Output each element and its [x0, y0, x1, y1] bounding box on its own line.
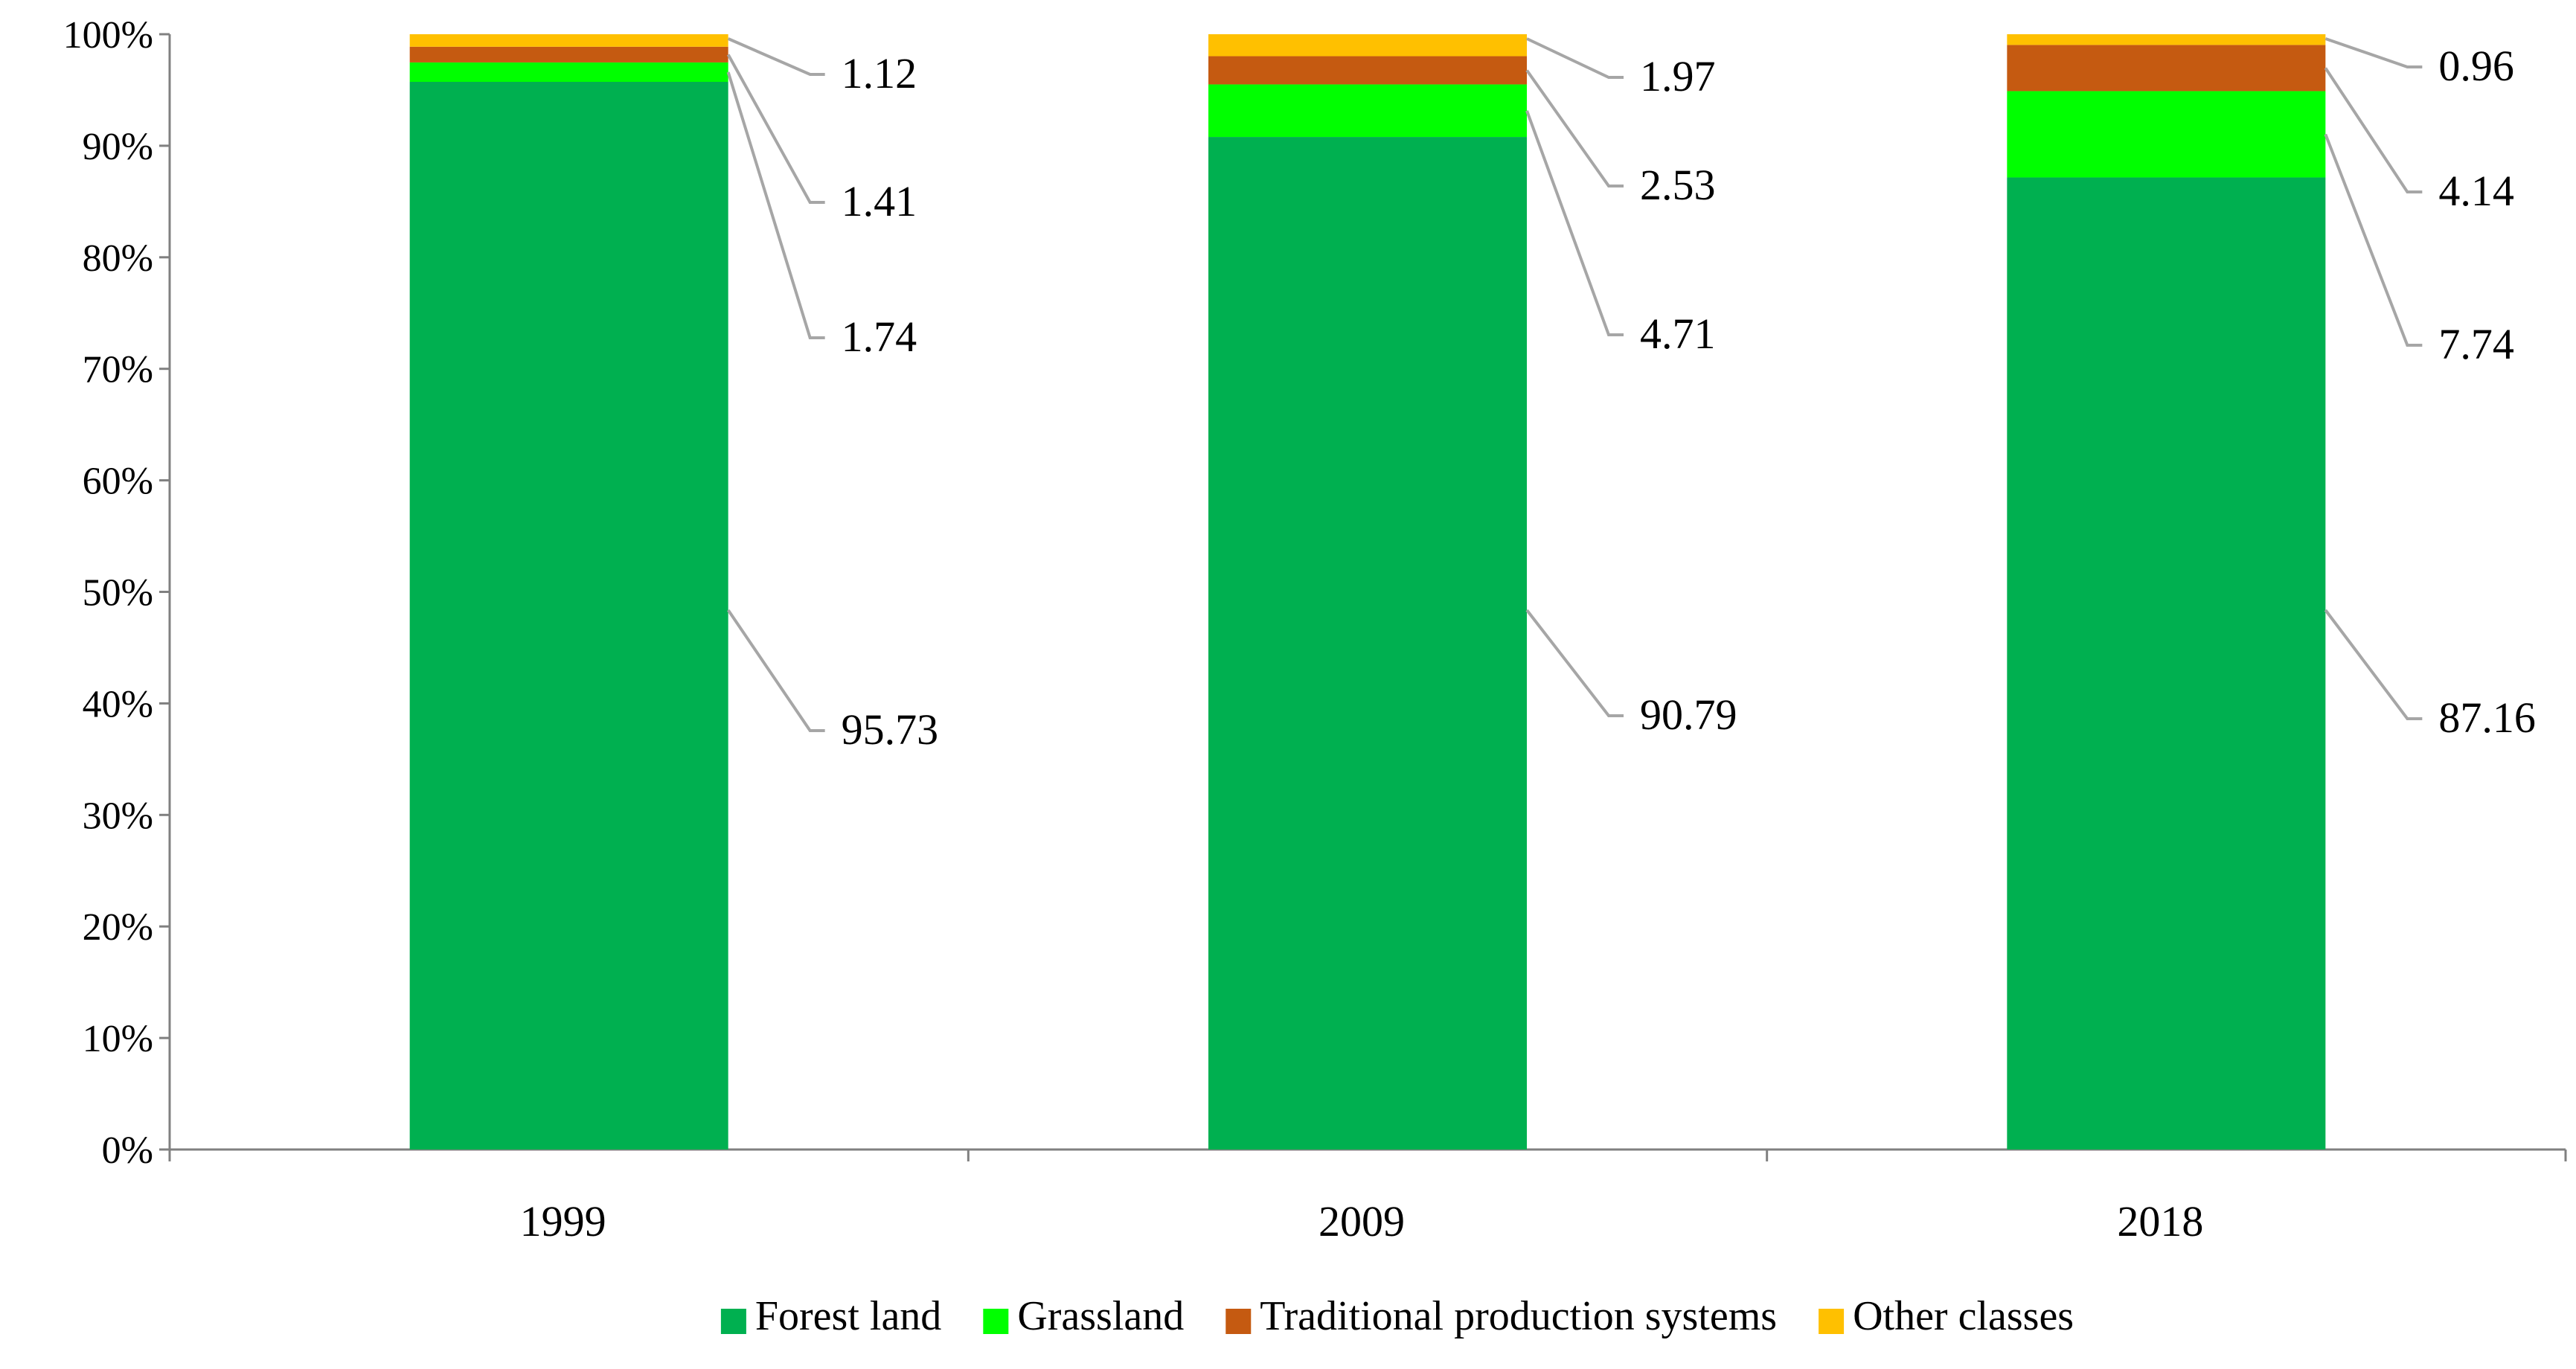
y-tick-label: 30% — [83, 795, 153, 837]
y-tick-label: 40% — [83, 683, 153, 725]
y-tick-label: 20% — [83, 906, 153, 949]
bar-forest-land-1999 — [409, 82, 728, 1150]
leader-line — [2324, 67, 2423, 193]
x-tick-label: 1999 — [520, 1197, 606, 1245]
leader-line — [2325, 37, 2423, 68]
bar-traditional-production-systems-2018 — [2007, 45, 2326, 92]
legend-label: Other classes — [1853, 1293, 2074, 1339]
y-tick-label: 60% — [83, 461, 153, 503]
leader-line — [726, 54, 825, 204]
y-tick-label: 80% — [83, 237, 153, 280]
leader-line — [2324, 609, 2423, 720]
bar-grassland-2018 — [2007, 91, 2326, 178]
legend: Forest land Grassland Traditional producti… — [720, 1293, 2074, 1339]
leader-line — [727, 37, 825, 76]
legend-swatch — [1225, 1309, 1252, 1334]
data-label: 87.16 — [2438, 693, 2536, 742]
legend-swatch — [720, 1309, 746, 1334]
x-tick-label: 2009 — [1319, 1197, 1405, 1245]
legend-label: Traditional production systems — [1260, 1293, 1777, 1339]
bar-grassland-2009 — [1208, 84, 1527, 138]
data-label: 1.97 — [1640, 52, 1716, 100]
bar-grassland-1999 — [409, 62, 728, 83]
leader-line — [1525, 609, 1624, 717]
legend-label: Grassland — [1017, 1293, 1184, 1339]
y-axis: 0% 10% 20% 30% 40% 50% 60% 70% 80% 90% 100% — [63, 14, 171, 1172]
bar-other-classes-1999 — [409, 34, 728, 47]
data-label: 4.14 — [2438, 167, 2514, 215]
bar-other-classes-2009 — [1208, 34, 1527, 57]
bar-traditional-production-systems-1999 — [409, 46, 728, 62]
leader-line — [726, 71, 825, 339]
bar-forest-land-2009 — [1208, 137, 1527, 1150]
y-tick-label: 10% — [83, 1018, 153, 1060]
leader-line — [1526, 37, 1624, 79]
y-tick-label: 70% — [83, 349, 153, 391]
x-axis: 1999 2009 2018 — [168, 1148, 2567, 1245]
data-labels: 95.73 1.74 1.41 1.12 90.79 4.71 2.53 1.97 87.16 7… — [842, 42, 2536, 754]
data-label: 0.96 — [2438, 42, 2514, 90]
legend-label: Forest land — [755, 1293, 941, 1339]
leader-line — [2324, 133, 2423, 347]
data-label: 1.74 — [842, 312, 917, 361]
bar-forest-land-2018 — [2007, 177, 2326, 1150]
data-label: 95.73 — [842, 705, 939, 754]
y-tick-label: 90% — [83, 126, 153, 168]
bar-other-classes-2018 — [2007, 34, 2326, 45]
legend-swatch — [983, 1309, 1009, 1334]
x-tick-label: 2018 — [2117, 1197, 2203, 1245]
legend-swatch — [1819, 1309, 1845, 1334]
data-label: 90.79 — [1640, 690, 1737, 739]
y-tick-label: 0% — [102, 1129, 153, 1172]
leader-line — [1525, 110, 1624, 336]
data-label: 1.41 — [842, 177, 917, 225]
y-tick-label: 100% — [63, 14, 153, 57]
bars — [409, 34, 2326, 1150]
bar-traditional-production-systems-2009 — [1208, 56, 1527, 85]
data-label: 7.74 — [2438, 320, 2514, 368]
data-label: 2.53 — [1640, 161, 1716, 209]
data-label: 4.71 — [1640, 310, 1716, 358]
leader-line — [727, 609, 825, 732]
leader-lines — [726, 37, 2423, 732]
y-tick-label: 50% — [83, 572, 153, 615]
data-label: 1.12 — [842, 49, 917, 97]
leader-line — [1525, 69, 1624, 187]
